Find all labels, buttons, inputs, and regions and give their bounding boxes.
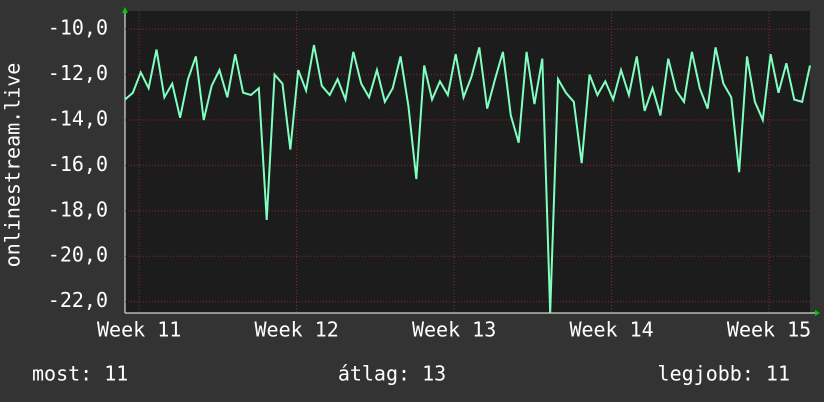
y-arrow	[122, 7, 128, 13]
y-tick-label: -16,0	[48, 152, 108, 176]
x-tick-label: Week 11	[97, 318, 181, 342]
y-tick-label: -10,0	[48, 16, 108, 40]
footer-legjobb: legjobb: 11	[658, 362, 790, 386]
footer-most: most: 11	[32, 362, 128, 386]
y-tick-label: -20,0	[48, 243, 108, 267]
x-arrow	[815, 310, 820, 316]
x-tick-label: Week 13	[412, 318, 496, 342]
y-tick-label: -14,0	[48, 106, 108, 130]
y-tick-label: -18,0	[48, 197, 108, 221]
x-tick-label: Week 12	[254, 318, 338, 342]
y-tick-label: -22,0	[48, 288, 108, 312]
x-tick-label: Week 14	[569, 318, 653, 342]
y-tick-label: -12,0	[48, 61, 108, 85]
plot-area	[125, 11, 810, 313]
data-line	[124, 44, 811, 314]
footer-atlag: átlag: 13	[338, 362, 446, 386]
x-tick-label: Week 15	[727, 318, 811, 342]
y-axis-label: onlinestream.live	[1, 63, 25, 268]
